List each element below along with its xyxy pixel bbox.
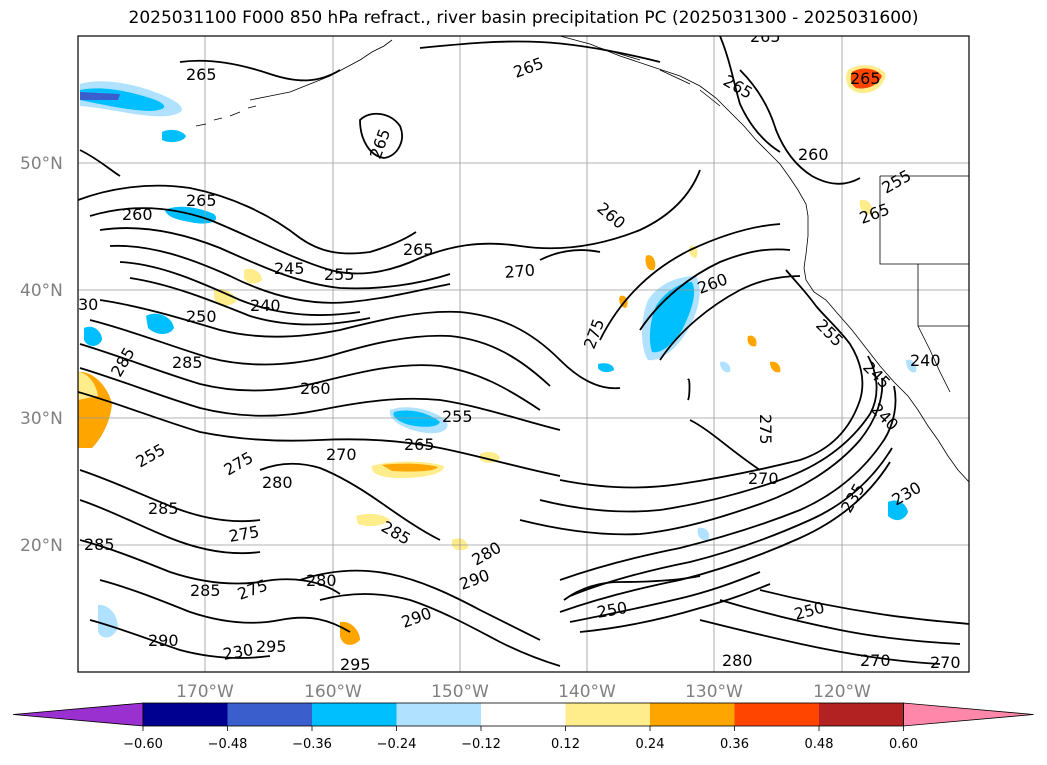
contour-label: 280 xyxy=(262,473,293,492)
colorbar-tick-label: −0.60 xyxy=(123,737,163,752)
colorbar-segment xyxy=(819,703,904,726)
colorbar-frame xyxy=(142,702,904,727)
contour-label: 270 xyxy=(860,651,891,670)
lat-axis: 50°N 40°N 30°N 20°N xyxy=(20,154,63,556)
contour-label: 270 xyxy=(748,469,779,488)
lon-label: 130°W xyxy=(685,682,743,702)
colorbar-segment xyxy=(396,703,482,726)
colorbar-tick-label: 0.48 xyxy=(805,737,834,752)
contour-label: 285 xyxy=(190,581,221,600)
contour-label: 265 xyxy=(186,65,217,84)
colorbar-tick-label: 0.24 xyxy=(636,737,665,752)
colorbar-tick-label: −0.48 xyxy=(208,737,248,752)
contour-label: 280 xyxy=(306,571,337,590)
contour-label: 295 xyxy=(256,637,287,656)
lon-axis: 170°W 160°W 150°W 140°W 130°W 120°W xyxy=(176,682,871,702)
contour-label: 270 xyxy=(326,445,357,464)
contour-label: 260 xyxy=(122,205,153,224)
contour-label: 270 xyxy=(930,653,961,672)
precip-shading xyxy=(78,65,917,645)
colorbar-tick-label: −0.12 xyxy=(461,737,501,752)
colorbar-extend-min xyxy=(12,702,144,727)
colorbar-segments xyxy=(12,702,1034,731)
refractivity-contours xyxy=(78,36,969,667)
contour-label: 260 xyxy=(300,379,331,398)
colorbar-tick-label: −0.36 xyxy=(292,737,332,752)
contour-label: 285 xyxy=(172,353,203,372)
contour-label: 265 xyxy=(403,240,434,259)
contour-label: 270 xyxy=(504,260,536,282)
colorbar-tick-label: 0.36 xyxy=(720,737,749,752)
colorbar-segment xyxy=(143,703,228,726)
map-title: 2025031100 F000 850 hPa refract., river … xyxy=(128,8,919,28)
lat-label: 40°N xyxy=(20,281,63,301)
colorbar-segment xyxy=(734,703,820,726)
colorbar-ticks: −0.60 −0.48 −0.36 −0.24 −0.12 0.12 0.24 … xyxy=(123,737,918,752)
contour-label: 265 xyxy=(750,27,781,46)
contour-label: 30 xyxy=(78,295,98,314)
colorbar-segment xyxy=(650,703,735,726)
contour-label: 255 xyxy=(324,265,355,284)
contour-label: 245 xyxy=(274,259,305,278)
contour-label: 240 xyxy=(910,351,941,370)
colorbar-tick-label: 0.12 xyxy=(551,737,580,752)
contour-label: 285 xyxy=(148,499,179,518)
colorbar-segment xyxy=(565,703,651,726)
map-area: 265 265 265 265 265 265 265 265 265 265 … xyxy=(77,27,970,674)
colorbar-segment xyxy=(312,703,397,726)
colorbar-extend-max xyxy=(903,702,1034,727)
lon-label: 140°W xyxy=(558,682,616,702)
lon-label: 150°W xyxy=(431,682,489,702)
contour-label: 290 xyxy=(148,631,179,650)
colorbar-tick-label: −0.24 xyxy=(377,737,417,752)
contour-label: 265 xyxy=(186,191,217,210)
lat-label: 50°N xyxy=(20,154,63,174)
colorbar-segment xyxy=(481,703,566,726)
graticule xyxy=(78,36,969,672)
contour-label: 250 xyxy=(186,307,217,326)
contour-label: 280 xyxy=(722,651,753,670)
lon-label: 120°W xyxy=(813,682,871,702)
lat-label: 20°N xyxy=(20,536,63,556)
contour-label: 295 xyxy=(340,655,371,674)
contour-label: 265 xyxy=(404,435,435,454)
lon-label: 160°W xyxy=(304,682,362,702)
contour-label: 265 xyxy=(850,69,881,88)
colorbar-segment xyxy=(227,703,313,726)
contour-label: 255 xyxy=(442,407,473,426)
contour-label: 260 xyxy=(798,145,829,164)
colorbar: −0.60 −0.48 −0.36 −0.24 −0.12 0.12 0.24 … xyxy=(12,702,1034,752)
colorbar-tick-label: 0.60 xyxy=(889,737,918,752)
contour-label: 285 xyxy=(84,535,115,554)
contour-label-group: 265 265 265 265 265 265 265 265 265 265 … xyxy=(78,27,961,674)
contour-label: 275 xyxy=(756,414,775,445)
map-frame xyxy=(77,35,970,673)
lat-label: 30°N xyxy=(20,409,63,429)
contour-label: 240 xyxy=(250,296,281,315)
lon-label: 170°W xyxy=(176,682,234,702)
coastlines xyxy=(195,36,969,483)
